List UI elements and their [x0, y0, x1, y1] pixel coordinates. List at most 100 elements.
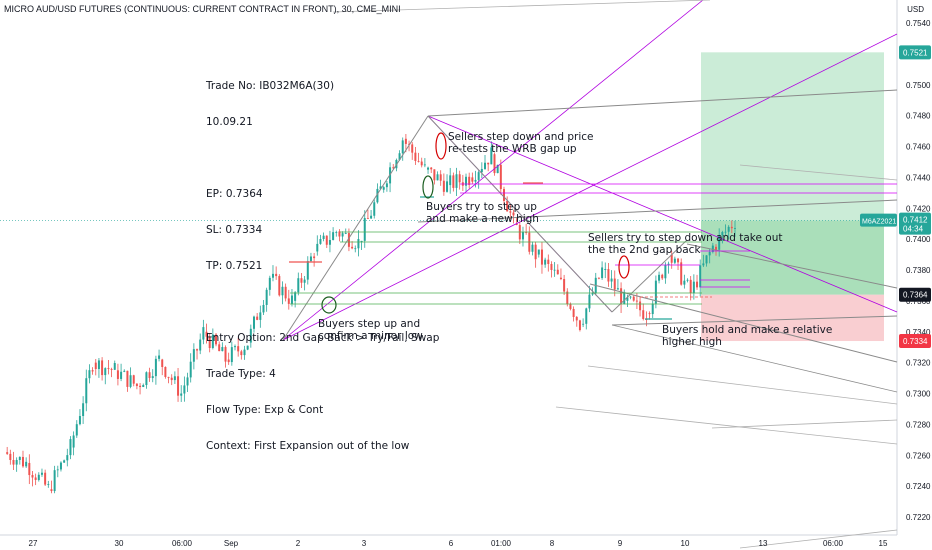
candle-body-117: [376, 188, 379, 203]
countdown-tag: 04:34: [903, 225, 924, 234]
candle-body-85: [275, 273, 278, 277]
candle-body-163: [521, 232, 524, 240]
ep-price-tag-bg: [899, 287, 931, 302]
candle-body-161: [515, 223, 518, 226]
candle-body-138: [442, 180, 445, 192]
candle-body-100: [322, 235, 325, 239]
candle-body-156: [499, 164, 502, 190]
candle-body-57: [186, 377, 189, 386]
candle-body-9: [34, 477, 37, 480]
candle-body-105: [338, 231, 341, 237]
candle-body-109: [351, 246, 354, 249]
candle-body-150: [480, 168, 483, 173]
trendline-lower: [611, 315, 898, 326]
candle-body-67: [218, 344, 221, 352]
y-tick-label-10: 0.7340: [906, 328, 931, 337]
candle-body-152: [487, 162, 490, 165]
candle-body-207: [661, 274, 664, 279]
candle-body-104: [335, 232, 338, 233]
candle-body-89: [287, 298, 290, 304]
candle-body-63: [205, 331, 208, 337]
sellers-ellipse-1: [435, 132, 447, 160]
candle-body-201: [642, 310, 645, 319]
x-tick-label-6: 6: [449, 539, 454, 548]
candle-body-181: [578, 320, 581, 331]
entry-price: EP: 0.7364: [206, 188, 263, 200]
sl-price-tag: 0.7334: [903, 337, 928, 346]
candle-body-194: [620, 288, 623, 304]
candle-body-114: [366, 218, 369, 219]
candle-body-174: [556, 269, 559, 275]
candle-body-209: [667, 263, 670, 265]
candle-body-203: [648, 313, 651, 315]
candle-body-199: [635, 300, 638, 302]
candle-body-28: [94, 362, 97, 370]
take-profit: TP: 0.7521: [206, 260, 263, 272]
entry-option: Entry Option: 2nd Gap Back > Try/Fail, S…: [206, 332, 440, 344]
candle-body-26: [88, 370, 91, 379]
candle-body-221: [705, 255, 708, 264]
candle-body-178: [569, 304, 572, 309]
y-tick-label-8: 0.7380: [906, 266, 931, 275]
candle-body-31: [104, 368, 107, 376]
candle-body-53: [173, 376, 176, 381]
candle-body-36: [120, 371, 123, 379]
candle-body-192: [613, 278, 616, 290]
x-tick-label-0: 27: [29, 539, 38, 548]
candle-body-92: [297, 278, 300, 293]
candle-body-179: [572, 308, 575, 317]
y-tick-label-2: 0.7500: [906, 81, 931, 90]
pitchfork-upper-line: [282, 0, 704, 341]
candle-body-120: [385, 183, 388, 188]
candle-body-198: [632, 296, 635, 301]
candle-body-212: [677, 258, 680, 263]
candle-body-1: [9, 453, 12, 460]
candle-body-219: [699, 265, 702, 288]
candle-body-211: [673, 258, 676, 263]
y-tick-label-6: 0.7420: [906, 204, 931, 213]
x-tick-label-10: 10: [681, 539, 690, 548]
candle-body-78: [252, 316, 255, 329]
y-tick-label-0: 0.7540: [906, 19, 931, 28]
candle-body-172: [550, 264, 553, 270]
x-tick-label-2: 06:00: [172, 539, 193, 548]
candle-body-188: [601, 267, 604, 279]
candle-body-130: [417, 160, 420, 162]
annotation-sellers-gap-back: Sellers try to step down and take out th…: [588, 232, 783, 256]
candle-body-30: [101, 360, 104, 376]
y-tick-label-5: 0.7440: [906, 173, 931, 182]
candle-body-59: [192, 349, 195, 362]
candle-body-108: [347, 233, 350, 247]
candle-body-54: [177, 376, 180, 396]
candle-body-149: [477, 172, 480, 180]
candle-body-93: [300, 278, 303, 283]
candle-body-98: [316, 243, 319, 252]
candle-body-169: [540, 249, 543, 265]
candle-body-175: [559, 277, 562, 280]
candle-body-14: [50, 489, 53, 492]
candle-body-52: [170, 377, 173, 381]
candle-body-124: [398, 153, 401, 160]
candle-body-8: [31, 475, 34, 478]
candle-body-90: [290, 295, 293, 304]
candle-body-4: [18, 456, 21, 460]
trendline-top: [332, 0, 711, 13]
candle-body-216: [689, 279, 692, 293]
candle-body-20: [69, 439, 72, 456]
trendline-down-3: [611, 324, 898, 393]
sl-price-tag-bg: [899, 334, 931, 349]
candle-body-137: [439, 174, 442, 181]
candle-body-184: [588, 294, 591, 309]
candle-body-10: [37, 474, 40, 480]
candle-body-173: [553, 269, 556, 271]
chart-title: MICRO AUD/USD FUTURES (CONTINUOUS: CURRE…: [4, 4, 401, 14]
candle-body-56: [183, 385, 186, 394]
candle-body-196: [626, 297, 629, 301]
candle-body-25: [85, 378, 88, 404]
currency-label: USD: [907, 5, 924, 14]
candle-body-44: [145, 372, 148, 386]
candle-body-226: [721, 232, 724, 236]
candle-body-225: [718, 235, 721, 250]
candle-body-22: [75, 424, 78, 436]
